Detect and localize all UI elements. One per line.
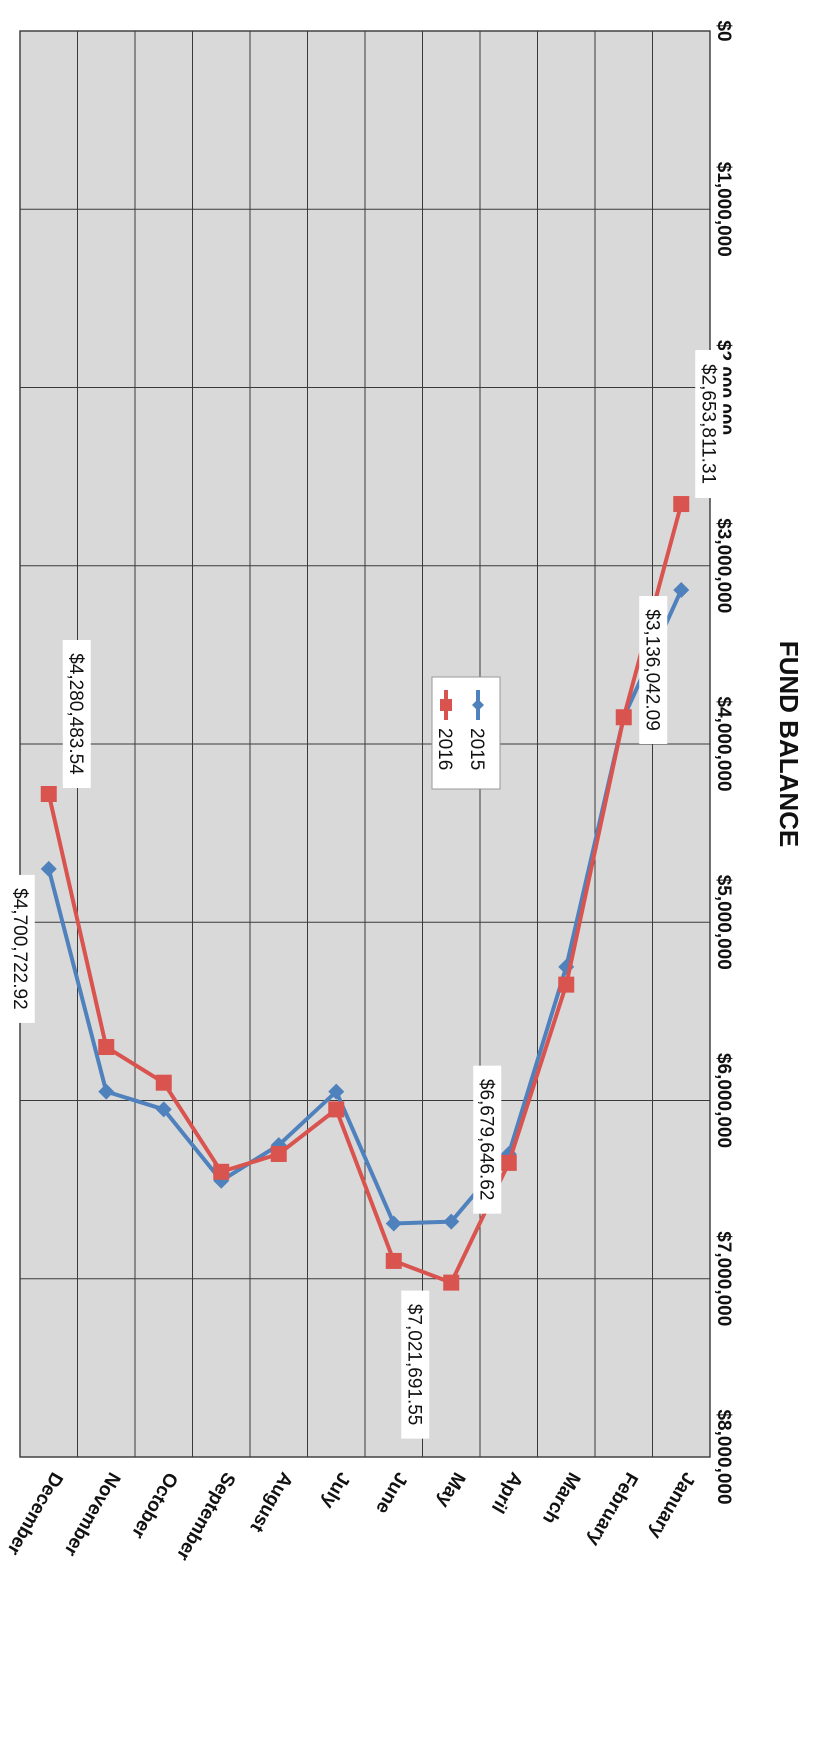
data-label-text: $6,679,646.62 <box>475 1079 496 1201</box>
data-label-box <box>401 1290 430 1439</box>
legend-label: 2016 <box>434 728 455 770</box>
legend-swatch-marker <box>440 699 452 711</box>
data-label: $6,679,646.62 <box>473 1065 502 1214</box>
data-point <box>98 1083 115 1100</box>
data-label: $3,136,042.09 <box>639 595 668 744</box>
data-label: $2,653,811.31 <box>695 350 724 499</box>
y-tick-label: $1,000,000 <box>713 162 734 257</box>
data-label-text: $3,136,042.09 <box>641 609 662 731</box>
data-point <box>328 1083 345 1100</box>
data-point <box>270 1145 287 1162</box>
data-label-box <box>473 1065 502 1214</box>
data-label-box <box>639 595 668 744</box>
legend-label: 2015 <box>466 728 487 770</box>
data-point <box>385 1252 402 1269</box>
data-label: $4,700,722.92 <box>6 874 35 1023</box>
series-line-2016 <box>46 503 684 1286</box>
y-tick-label: $3,000,000 <box>713 518 734 613</box>
data-label-box <box>6 874 35 1023</box>
data-point <box>155 1074 172 1091</box>
data-label-text: $4,280,483.54 <box>65 653 86 775</box>
data-point <box>40 785 57 802</box>
y-tick-label: $6,000,000 <box>713 1053 734 1148</box>
data-point <box>213 1163 230 1180</box>
data-point <box>443 1213 460 1230</box>
x-tick-label: August <box>245 1469 296 1537</box>
x-tick-label: January <box>644 1469 699 1543</box>
y-tick-label: $5,000,000 <box>713 875 734 970</box>
x-tick-label: May <box>432 1469 469 1512</box>
series-line-2015 <box>46 589 684 1226</box>
data-label-text: $7,021,691.55 <box>403 1304 424 1426</box>
x-tick-label: December <box>2 1469 66 1560</box>
data-label-box <box>62 639 91 788</box>
y-tick-label: $0 <box>713 20 734 41</box>
data-point <box>558 976 575 993</box>
data-point <box>615 709 632 726</box>
y-axis-title: FUND BALANCE <box>774 641 804 848</box>
x-tick-label: October <box>127 1469 182 1543</box>
x-tick-label: September <box>172 1469 240 1565</box>
x-tick-label: February <box>583 1469 642 1550</box>
data-point <box>328 1101 345 1118</box>
y-tick-label: $8,000,000 <box>713 1409 734 1504</box>
data-point <box>673 581 690 598</box>
data-point <box>40 860 57 877</box>
legend: 2015 2016 <box>431 676 501 790</box>
data-point <box>98 1039 115 1056</box>
data-point <box>443 1274 460 1291</box>
y-tick-label: $7,000,000 <box>713 1231 734 1326</box>
data-label-box <box>695 350 724 499</box>
x-tick-label: July <box>317 1469 354 1513</box>
data-label: $4,280,483.54 <box>62 639 91 788</box>
data-point <box>500 1154 517 1171</box>
x-tick-label: November <box>59 1469 124 1560</box>
data-point <box>673 496 690 513</box>
x-tick-label: June <box>371 1469 411 1518</box>
x-tick-label: March <box>538 1469 584 1528</box>
data-point <box>385 1215 402 1232</box>
data-label: $7,021,691.55 <box>401 1290 430 1439</box>
data-label-text: $4,700,722.92 <box>9 888 30 1010</box>
legend-box <box>431 676 501 790</box>
y-tick-label: $4,000,000 <box>713 696 734 791</box>
x-tick-label: April <box>487 1469 527 1517</box>
legend-swatch-marker <box>472 699 484 711</box>
data-point <box>155 1101 172 1118</box>
data-label-text: $2,653,811.31 <box>697 364 718 484</box>
